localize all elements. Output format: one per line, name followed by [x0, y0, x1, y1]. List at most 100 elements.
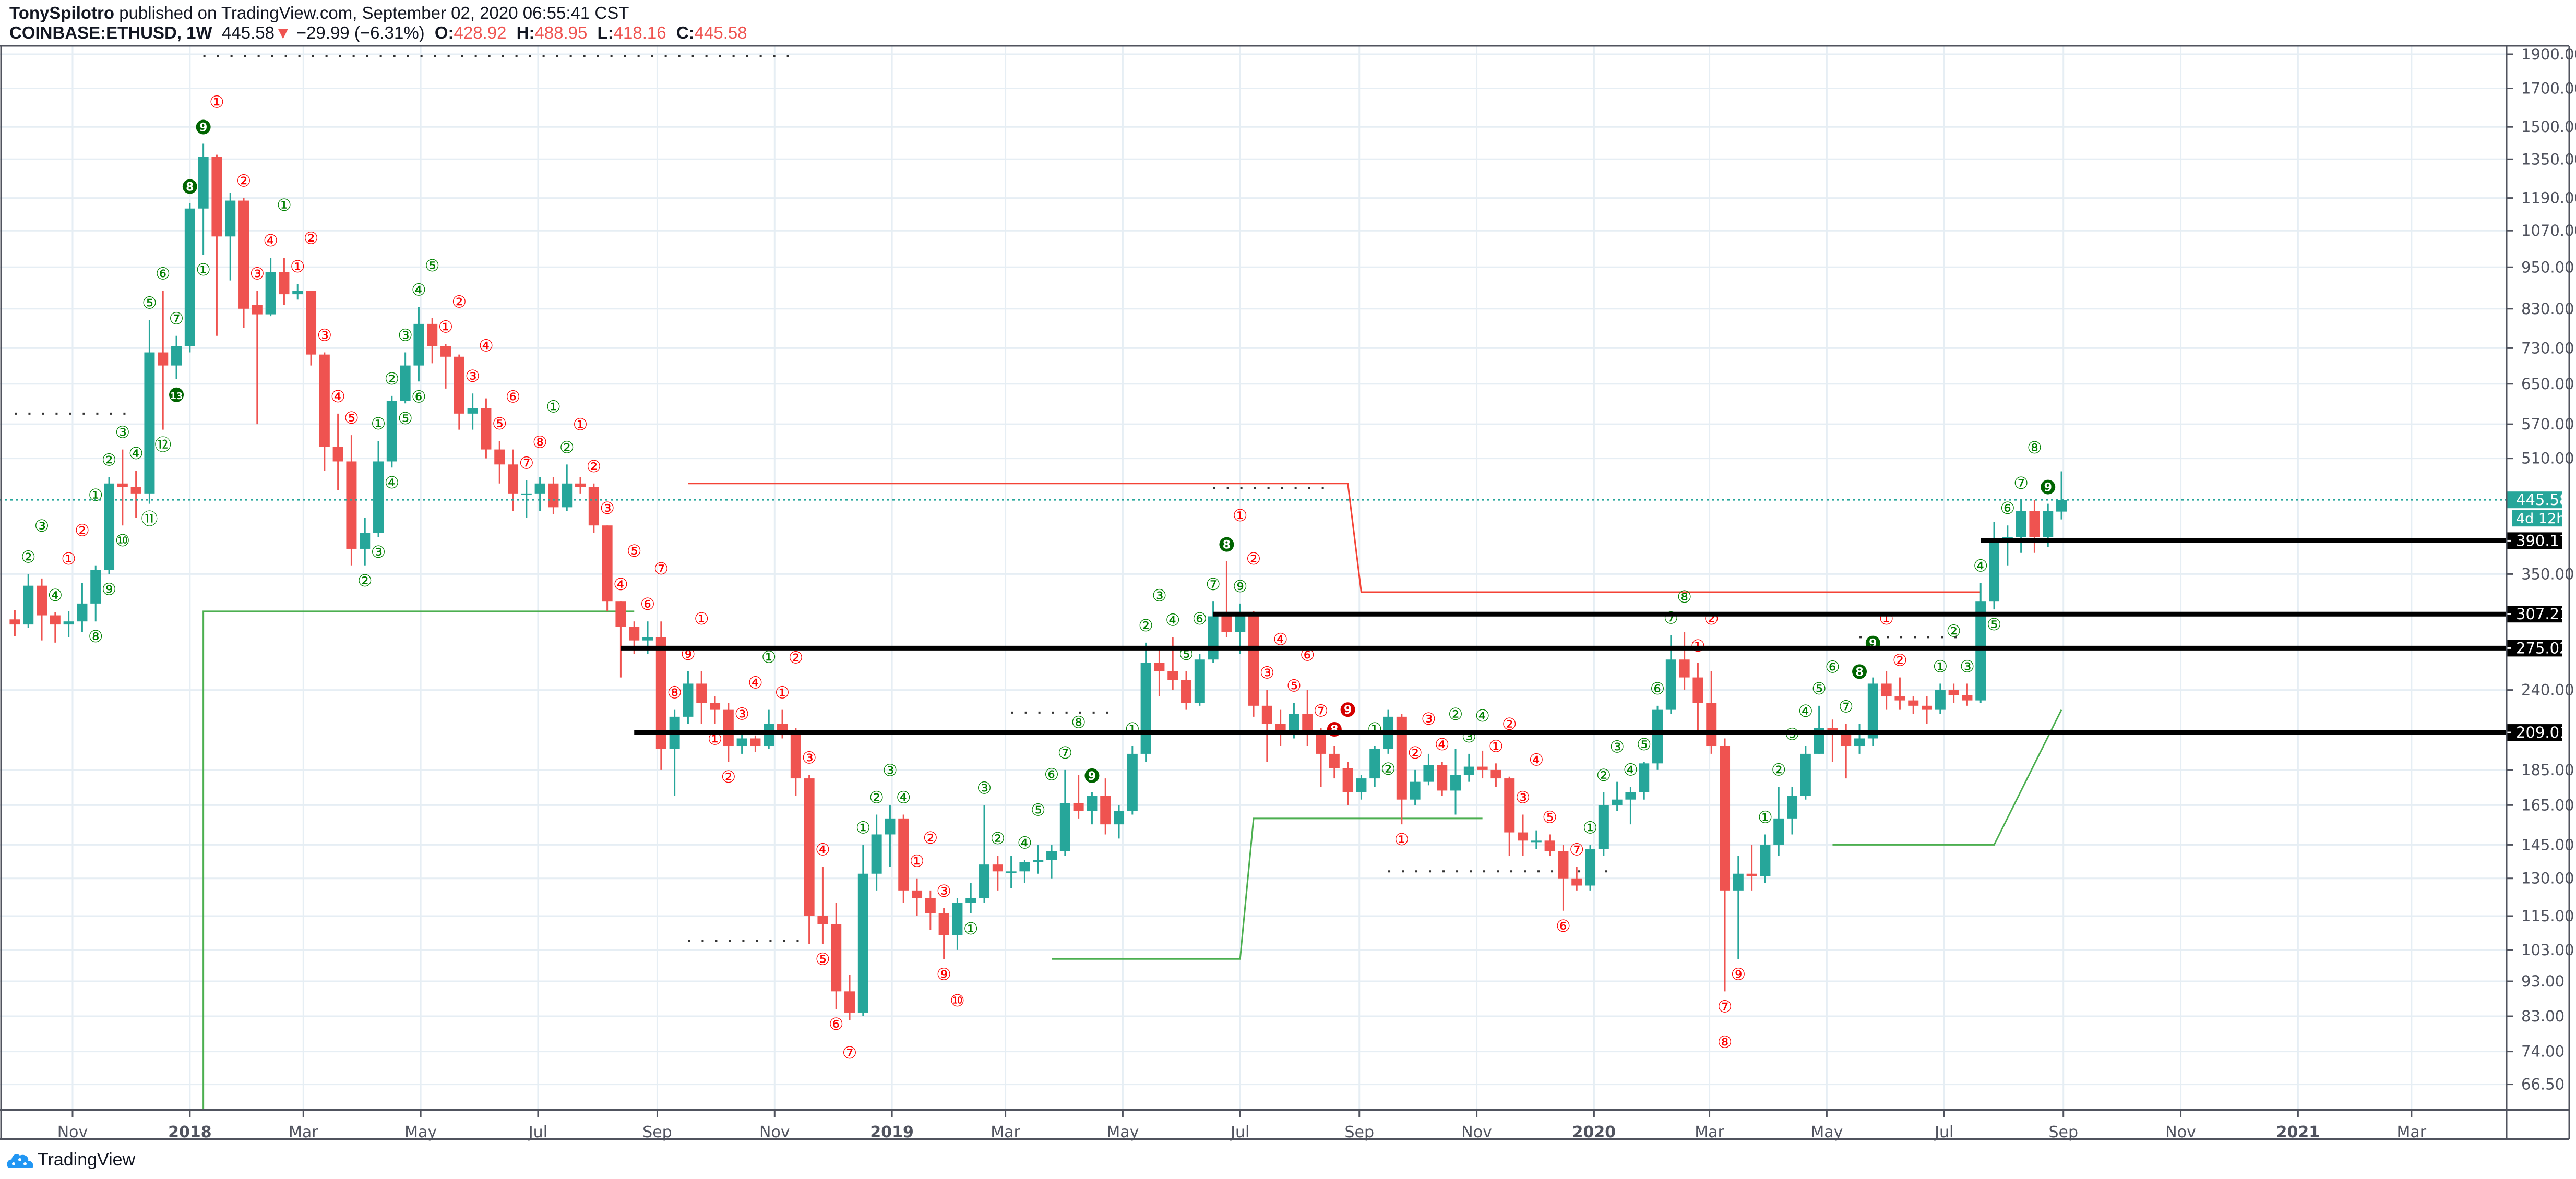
- candle-body[interactable]: [413, 323, 424, 366]
- candle[interactable]: [279, 257, 290, 305]
- candle[interactable]: [467, 393, 478, 430]
- candle-body[interactable]: [1504, 778, 1515, 833]
- candle-body[interactable]: [50, 615, 61, 625]
- candle-body[interactable]: [1975, 601, 1986, 701]
- candle-body[interactable]: [764, 724, 774, 747]
- candle-body[interactable]: [1733, 873, 1744, 891]
- candle-body[interactable]: [117, 483, 128, 487]
- candle-body[interactable]: [965, 898, 976, 903]
- candle-body[interactable]: [440, 346, 451, 357]
- candle-body[interactable]: [1221, 616, 1232, 632]
- candle[interactable]: [979, 805, 990, 903]
- candle[interactable]: [615, 601, 626, 678]
- candle-body[interactable]: [1127, 753, 1138, 811]
- candle-body[interactable]: [898, 818, 909, 891]
- candle[interactable]: [265, 257, 276, 317]
- candle-body[interactable]: [683, 683, 694, 717]
- candle[interactable]: [871, 814, 882, 891]
- candle-body[interactable]: [1410, 781, 1421, 800]
- candle-body[interactable]: [1881, 683, 1892, 697]
- candle[interactable]: [104, 477, 115, 574]
- candle[interactable]: [925, 890, 936, 930]
- candle-body[interactable]: [386, 401, 397, 462]
- candle[interactable]: [9, 610, 20, 636]
- candle[interactable]: [1733, 856, 1744, 959]
- candle-body[interactable]: [252, 305, 263, 315]
- candle-body[interactable]: [292, 291, 303, 295]
- candle-body[interactable]: [1518, 832, 1529, 841]
- candle[interactable]: [427, 318, 438, 364]
- candle[interactable]: [1100, 778, 1111, 835]
- candle-body[interactable]: [710, 703, 721, 710]
- candle[interactable]: [1773, 787, 1784, 856]
- candle-body[interactable]: [1854, 738, 1865, 747]
- candle-body[interactable]: [211, 157, 222, 237]
- candle[interactable]: [1989, 522, 2000, 610]
- candle[interactable]: [1019, 860, 1030, 883]
- candle[interactable]: [1706, 671, 1717, 754]
- candle-body[interactable]: [804, 778, 815, 916]
- candle[interactable]: [534, 477, 545, 511]
- candle[interactable]: [1154, 648, 1165, 697]
- candle[interactable]: [898, 814, 909, 903]
- candle-body[interactable]: [2029, 511, 2040, 537]
- candle[interactable]: [1181, 671, 1192, 710]
- candle[interactable]: [1720, 738, 1731, 992]
- candle-body[interactable]: [1787, 796, 1798, 819]
- candle-body[interactable]: [1046, 851, 1057, 860]
- candle-body[interactable]: [1477, 766, 1488, 770]
- candle-body[interactable]: [198, 157, 209, 209]
- candle-body[interactable]: [1463, 766, 1474, 775]
- candle[interactable]: [1544, 834, 1555, 856]
- candle[interactable]: [1369, 746, 1380, 787]
- candle-body[interactable]: [1396, 716, 1407, 800]
- candle-body[interactable]: [1423, 765, 1434, 782]
- candle[interactable]: [2016, 500, 2026, 553]
- candle[interactable]: [1652, 705, 1663, 770]
- candle[interactable]: [1746, 845, 1757, 891]
- candle-body[interactable]: [454, 356, 464, 414]
- candle-body[interactable]: [1989, 542, 2000, 602]
- candle[interactable]: [332, 413, 343, 490]
- candle[interactable]: [696, 671, 707, 724]
- candle[interactable]: [360, 518, 371, 566]
- candle-body[interactable]: [427, 323, 438, 346]
- candle[interactable]: [454, 354, 464, 430]
- candle-body[interactable]: [1342, 768, 1353, 792]
- candle[interactable]: [562, 464, 573, 511]
- candle-body[interactable]: [642, 637, 653, 641]
- candle[interactable]: [373, 440, 384, 537]
- candle-body[interactable]: [1948, 690, 1959, 695]
- candle[interactable]: [1261, 690, 1272, 762]
- candle-body[interactable]: [1167, 671, 1178, 680]
- candle[interactable]: [885, 805, 896, 867]
- candle[interactable]: [1033, 845, 1044, 874]
- candle[interactable]: [710, 696, 721, 724]
- candle[interactable]: [2056, 471, 2067, 520]
- candle[interactable]: [440, 344, 451, 389]
- candle[interactable]: [548, 477, 559, 515]
- candle[interactable]: [117, 449, 128, 526]
- candle-body[interactable]: [562, 483, 573, 508]
- candle-body[interactable]: [1275, 724, 1286, 731]
- candle-body[interactable]: [1289, 714, 1299, 731]
- candle[interactable]: [817, 867, 828, 944]
- candle[interactable]: [130, 471, 141, 519]
- candle[interactable]: [655, 621, 666, 770]
- candle[interactable]: [1975, 583, 1986, 703]
- candle[interactable]: [494, 440, 505, 484]
- candle[interactable]: [2029, 500, 2040, 553]
- candle-body[interactable]: [481, 408, 492, 450]
- candle[interactable]: [992, 856, 1003, 891]
- candle[interactable]: [1248, 611, 1259, 717]
- candle-body[interactable]: [750, 738, 761, 747]
- candle[interactable]: [1585, 845, 1596, 891]
- candle-body[interactable]: [602, 525, 613, 602]
- candle-body[interactable]: [1692, 677, 1703, 703]
- candle-body[interactable]: [1531, 840, 1542, 843]
- candle-body[interactable]: [1720, 746, 1731, 891]
- candle[interactable]: [1867, 677, 1878, 747]
- candle[interactable]: [158, 291, 169, 430]
- candle-body[interactable]: [171, 346, 182, 366]
- candle[interactable]: [171, 335, 182, 379]
